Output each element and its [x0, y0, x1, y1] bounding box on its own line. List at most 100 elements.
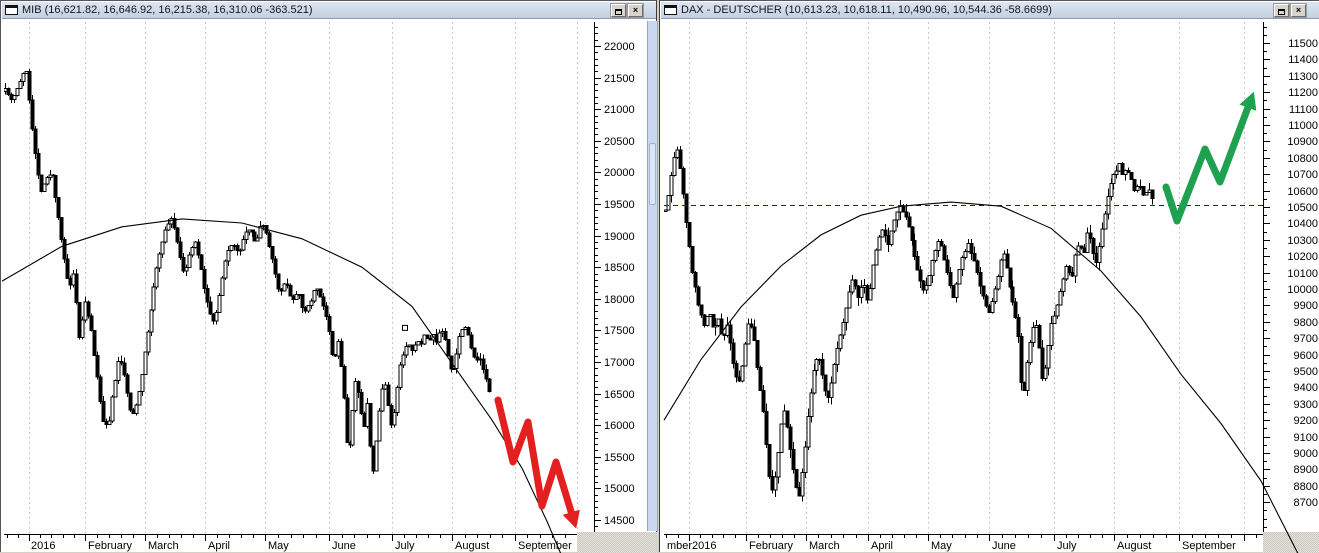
- y-tick-label: 16000: [604, 420, 635, 432]
- restore-icon: [1278, 8, 1285, 15]
- y-tick-label: 16500: [604, 389, 635, 401]
- month-label: July: [1057, 540, 1077, 552]
- y-tick-label: 18000: [604, 294, 635, 306]
- y-tick-label: 11000: [1288, 120, 1318, 132]
- candlestick-series: [664, 146, 1155, 502]
- y-tick-label: 19500: [604, 199, 635, 211]
- y-tick-label: 11300: [1288, 71, 1318, 83]
- dax-chart-canvas[interactable]: 11500 11400 11300 11200 11100 11000 10900 10800…: [661, 19, 1319, 553]
- y-tick-label: 10200: [1287, 251, 1318, 263]
- mib-window: MIB (16,621.82, 16,646.92, 16,215.38, 16…: [0, 0, 658, 553]
- month-label: February: [88, 540, 133, 552]
- month-label: May: [268, 540, 289, 552]
- y-tick-label: 8800: [1294, 481, 1318, 493]
- y-tick-label: 19000: [604, 231, 635, 243]
- mib-chart-area: 22000 21500 21000 20500 20000 19500 19000 18500…: [2, 19, 658, 553]
- y-tick-label: 21500: [604, 73, 635, 85]
- month-label: May: [931, 540, 952, 552]
- y-tick-label: 11500: [1288, 38, 1318, 50]
- y-tick-label: 9800: [1294, 317, 1318, 329]
- y-tick-label: 11400: [1288, 54, 1318, 66]
- y-tick-label: 17000: [604, 357, 635, 369]
- month-label: August: [455, 540, 489, 552]
- window-title: MIB (16,621.82, 16,646.92, 16,215.38, 16…: [22, 4, 313, 16]
- y-tick-label: 9500: [1294, 366, 1318, 378]
- x-axis: 2016 February March April May June July August S…: [4, 534, 595, 552]
- close-button[interactable]: ×: [628, 4, 643, 17]
- candlestick-series: [4, 69, 492, 475]
- month-label: February: [749, 540, 794, 552]
- y-tick-label: 10300: [1287, 235, 1318, 247]
- y-tick-label: 20500: [604, 136, 635, 148]
- y-tick-label: 9900: [1294, 300, 1318, 312]
- y-tick-label: 9600: [1294, 350, 1318, 362]
- month-gridlines: [689, 22, 1245, 534]
- y-tick-label: 14500: [604, 515, 635, 527]
- restore-button[interactable]: [1274, 4, 1289, 17]
- month-label: September: [1182, 540, 1236, 552]
- y-tick-label: 22000: [604, 41, 635, 53]
- close-icon: ×: [1295, 5, 1302, 15]
- y-tick-label: 15500: [604, 452, 635, 464]
- month-gridlines: [29, 22, 578, 534]
- mib-vertical-scrollbar[interactable]: [647, 21, 658, 531]
- mib-chart-canvas[interactable]: 22000 21500 21000 20500 20000 19500 19000 18500…: [2, 19, 658, 553]
- window-system-icon[interactable]: [664, 5, 677, 15]
- y-tick-label: 10400: [1287, 218, 1318, 230]
- y-tick-label: 9100: [1294, 432, 1318, 444]
- y-tick-label: 15000: [604, 483, 635, 495]
- y-tick-label: 8700: [1294, 497, 1318, 509]
- y-tick-label: 9000: [1294, 448, 1318, 460]
- scrollbar-corner: [1263, 532, 1319, 553]
- down-arrow-annotation: [494, 396, 580, 529]
- window-system-icon[interactable]: [5, 5, 18, 15]
- y-tick-label: 9300: [1294, 399, 1318, 411]
- y-tick-label: 10500: [1287, 202, 1318, 214]
- x-axis: mber2016 February March April May June July Aug…: [664, 534, 1264, 552]
- month-label: March: [148, 540, 179, 552]
- mib-titlebar[interactable]: MIB (16,621.82, 16,646.92, 16,215.38, 16…: [2, 2, 656, 19]
- y-tick-label: 10600: [1287, 186, 1318, 198]
- y-tick-label: 9200: [1294, 415, 1318, 427]
- y-axis: 11500 11400 11300 11200 11100 11000 10900 10800…: [1263, 22, 1318, 534]
- y-tick-label: 10000: [1287, 284, 1318, 296]
- restore-icon: [615, 8, 622, 15]
- dax-titlebar[interactable]: DAX - DEUTSCHER (10,613.23, 10,618.11, 1…: [661, 2, 1319, 19]
- month-label: March: [809, 540, 840, 552]
- y-tick-label: 17500: [604, 325, 635, 337]
- month-label: July: [395, 540, 415, 552]
- month-label: September: [518, 540, 572, 552]
- close-button[interactable]: ×: [1291, 4, 1306, 17]
- mib-scrollbar-thumb[interactable]: [649, 143, 656, 206]
- y-tick-label: 9400: [1294, 382, 1318, 394]
- y-tick-label: 10700: [1287, 169, 1318, 181]
- month-label: June: [332, 540, 356, 552]
- y-tick-label: 11100: [1289, 104, 1318, 116]
- restore-button[interactable]: [611, 4, 626, 17]
- y-tick-label: 8900: [1294, 464, 1318, 476]
- y-tick-label: 20000: [604, 167, 635, 179]
- trend-curve: [663, 201, 1299, 553]
- dax-window: DAX - DEUTSCHER (10,613.23, 10,618.11, 1…: [659, 0, 1319, 553]
- up-arrow-annotation: [1162, 91, 1257, 225]
- month-label: April: [208, 540, 230, 552]
- window-title: DAX - DEUTSCHER (10,613.23, 10,618.11, 1…: [681, 4, 1052, 16]
- y-tick-label: 10100: [1287, 268, 1318, 280]
- y-tick-label: 10800: [1287, 153, 1318, 165]
- month-label: April: [871, 540, 893, 552]
- y-tick-label: 10900: [1287, 136, 1318, 148]
- trend-curve: [2, 218, 562, 553]
- month-label: 2016: [31, 540, 55, 552]
- trend-curve-marker: [402, 324, 408, 331]
- y-tick-label: 11200: [1288, 87, 1318, 99]
- y-tick-label: 18500: [604, 262, 635, 274]
- dax-chart-area: 11500 11400 11300 11200 11100 11000 10900 10800…: [661, 19, 1319, 553]
- y-axis: 22000 21500 21000 20500 20000 19500 19000 18500…: [594, 22, 635, 534]
- y-tick-label: 9700: [1294, 333, 1318, 345]
- scrollbar-corner: [577, 532, 658, 553]
- y-tick-label: 21000: [604, 104, 635, 116]
- close-icon: ×: [632, 5, 639, 15]
- month-label: June: [992, 540, 1016, 552]
- month-label: mber2016: [667, 540, 717, 552]
